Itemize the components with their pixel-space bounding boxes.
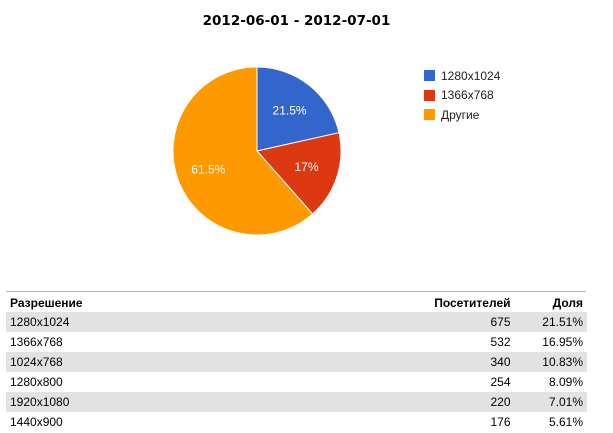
cell-resolution: 1920x1080 bbox=[6, 392, 310, 412]
cell-resolution: 1280x800 bbox=[6, 372, 310, 392]
cell-visitors: 675 bbox=[309, 312, 515, 332]
cell-visitors: 220 bbox=[309, 392, 515, 412]
cell-share: 10.83% bbox=[514, 352, 587, 372]
pie-slice[interactable] bbox=[256, 132, 342, 215]
legend-swatch bbox=[424, 89, 435, 101]
table-row: 1024x768 340 10.83% bbox=[6, 352, 587, 372]
cell-visitors: 176 bbox=[309, 412, 515, 432]
cell-share: 5.61% bbox=[514, 412, 587, 432]
cell-visitors: 532 bbox=[309, 332, 515, 352]
cell-share: 8.09% bbox=[514, 372, 587, 392]
table-row: 1280x1024 675 21.51% bbox=[6, 312, 587, 332]
chart-legend: 1280x1024 1366x768 Другие bbox=[424, 66, 500, 125]
legend-item[interactable]: 1280x1024 bbox=[424, 66, 500, 86]
cell-resolution: 1366x768 bbox=[6, 332, 310, 352]
resolution-table: Разрешение Посетителей Доля 1280x1024 675… bbox=[6, 293, 587, 432]
table-row: 1280x800 254 8.09% bbox=[6, 372, 587, 392]
slice-label: 17% bbox=[295, 160, 319, 174]
table-row: 1920x1080 220 7.01% bbox=[6, 392, 587, 412]
legend-label: Другие bbox=[441, 107, 480, 122]
chart-title: 2012-06-01 - 2012-07-01 bbox=[202, 13, 391, 29]
header-resolution[interactable]: Разрешение bbox=[10, 295, 83, 310]
legend-label: 1280x1024 bbox=[441, 68, 501, 83]
table-header-row: Разрешение Посетителей Доля bbox=[6, 293, 587, 312]
pie-slice[interactable] bbox=[256, 66, 340, 152]
slice-label: 61.5% bbox=[191, 162, 225, 176]
cell-visitors: 254 bbox=[309, 372, 515, 392]
slice-label: 21.5% bbox=[273, 103, 307, 117]
legend-item[interactable]: 1366x768 bbox=[424, 86, 500, 106]
table-row: 1440x900 176 5.61% bbox=[6, 412, 587, 432]
cell-share: 7.01% bbox=[514, 392, 587, 412]
cell-share: 16.95% bbox=[514, 332, 587, 352]
cell-visitors: 340 bbox=[309, 352, 515, 372]
header-share[interactable]: Доля bbox=[552, 295, 583, 310]
cell-resolution: 1024x768 bbox=[6, 352, 310, 372]
cell-resolution: 1440x900 bbox=[6, 412, 310, 432]
legend-label: 1366x768 bbox=[441, 88, 494, 103]
legend-item[interactable]: Другие bbox=[424, 105, 500, 125]
pie-slice[interactable] bbox=[172, 66, 314, 236]
pie-chart: 21.5% 17% 61.5% bbox=[172, 66, 342, 236]
table-divider bbox=[6, 291, 586, 292]
cell-resolution: 1280x1024 bbox=[6, 312, 310, 332]
legend-swatch bbox=[424, 70, 435, 82]
header-visitors[interactable]: Посетителей bbox=[434, 295, 511, 310]
cell-share: 21.51% bbox=[514, 312, 587, 332]
table-row: 1366x768 532 16.95% bbox=[6, 332, 587, 352]
legend-swatch bbox=[424, 109, 435, 121]
